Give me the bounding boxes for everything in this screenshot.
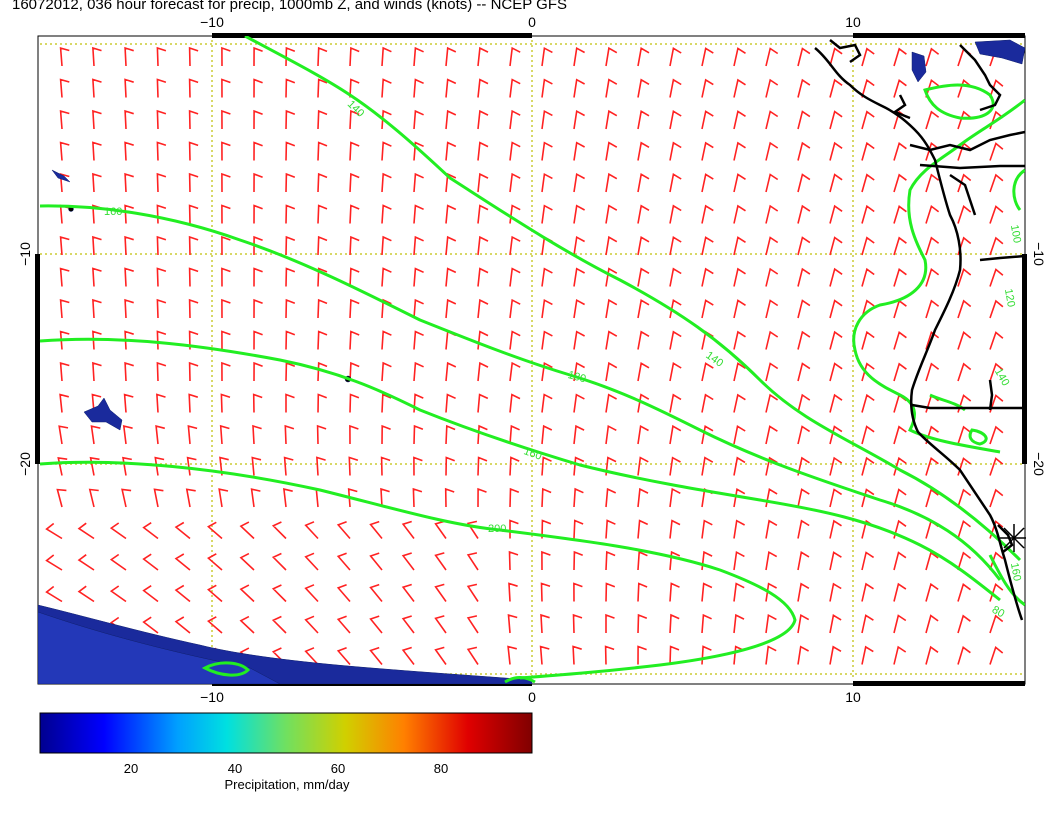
x-tick-label: 10 <box>845 14 861 30</box>
y-tick-label: −10 <box>17 242 33 266</box>
contour-label: 100 <box>1008 224 1023 244</box>
contour-label: 160 <box>522 445 543 463</box>
station-marker-icon <box>1000 524 1026 552</box>
x-tick-label: −10 <box>200 689 224 705</box>
contour-140-north <box>244 36 1022 562</box>
colorbar: 20 40 60 80 Precipitation, mm/day <box>39 712 533 792</box>
y-tick-label: −20 <box>1031 452 1047 476</box>
map-title: 16072012, 036 hour forecast for precip, … <box>12 0 567 13</box>
contour-coast-5 <box>968 428 988 446</box>
contour-south-1 <box>201 661 251 677</box>
x-tick-label: −10 <box>200 14 224 30</box>
contour-160 <box>39 204 1002 581</box>
contour-label: 120 <box>1002 288 1017 308</box>
height-contours <box>39 36 1025 684</box>
colorbar-tick: 60 <box>331 761 345 776</box>
contour-coast-6 <box>988 554 1025 607</box>
x-tick-label: 10 <box>845 689 861 705</box>
colorbar-gradient <box>39 712 533 754</box>
colorbar-tick: 80 <box>434 761 448 776</box>
contour-south-2 <box>504 676 536 684</box>
x-tick-label: 0 <box>528 14 536 30</box>
contour-coast-1 <box>852 98 1025 454</box>
contour-label: 180 <box>566 369 587 385</box>
y-axis-left: −10 −20 <box>17 242 33 476</box>
colorbar-label: Precipitation, mm/day <box>225 777 350 792</box>
x-tick-label: 0 <box>528 689 536 705</box>
precip-areas <box>38 39 1025 684</box>
colorbar-tick: 40 <box>228 761 242 776</box>
contour-coast-3 <box>1012 168 1025 211</box>
contour-180 <box>39 337 1001 602</box>
contour-label: 80 <box>990 604 1007 621</box>
y-tick-label: −10 <box>1031 242 1047 266</box>
contour-label: 160 <box>1008 562 1023 582</box>
contour-label: 200 <box>488 523 506 535</box>
y-axis-right: −10 −20 <box>1031 242 1047 476</box>
colorbar-tick: 20 <box>124 761 138 776</box>
y-tick-label: −20 <box>17 452 33 476</box>
coastline <box>814 39 1025 621</box>
x-axis-bottom: −10 0 10 <box>200 689 861 705</box>
x-axis-top: −10 0 10 <box>200 14 861 30</box>
contour-label: 160 <box>104 206 122 218</box>
graticule <box>40 40 1022 680</box>
contour-coast-2 <box>923 83 995 120</box>
contour-200 <box>39 460 797 680</box>
